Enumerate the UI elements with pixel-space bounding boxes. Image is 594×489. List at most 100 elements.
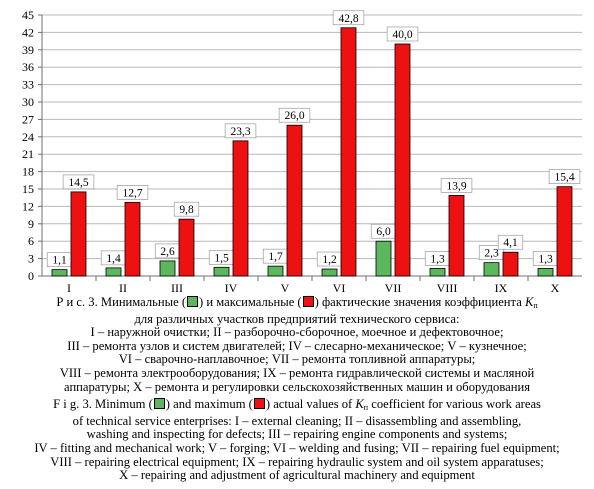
y-tick-label: 18 <box>22 165 34 179</box>
category-label: IV <box>225 281 238 295</box>
data-label-box <box>62 174 95 190</box>
caption-ru-line-6: VIII – ремонта электрооборудования; IX –… <box>59 365 535 380</box>
caption-ru-line-2: для различных участков предприятий техни… <box>134 311 460 326</box>
data-label: 4,1 <box>503 237 518 249</box>
data-label-box <box>548 169 581 184</box>
category-label: X <box>551 281 560 295</box>
bar-min <box>321 268 338 277</box>
data-label: 12,7 <box>122 187 142 199</box>
data-label: 2,3 <box>484 248 499 260</box>
data-label: 13,9 <box>446 180 466 192</box>
data-label: 1,3 <box>538 253 553 265</box>
max-legend-swatch <box>302 296 314 307</box>
caption-en-line-4: IV – fitting and mechanical work; V – fo… <box>34 440 560 455</box>
y-tick-label: 21 <box>22 147 34 161</box>
data-label: 2,6 <box>160 246 175 258</box>
data-label: 42,8 <box>338 13 358 25</box>
bar-min <box>483 262 500 277</box>
category-label: V <box>281 281 290 295</box>
data-label-box <box>386 26 419 42</box>
data-label-box <box>278 107 311 123</box>
category-label: II <box>119 281 127 295</box>
caption-en-mid: ) and maximum ( <box>165 397 253 412</box>
coefficient-symbol: K <box>524 295 534 309</box>
y-tick-label: 42 <box>22 25 34 39</box>
bar-min <box>537 268 554 277</box>
bar-max <box>124 201 141 277</box>
data-label: 9,8 <box>179 204 194 216</box>
category-label: I <box>67 281 71 295</box>
bar-min <box>105 267 122 277</box>
bar-min <box>267 265 284 277</box>
bar-min <box>159 260 176 277</box>
y-tick-label: 6 <box>28 234 34 248</box>
y-tick-label: 30 <box>22 95 34 109</box>
caption-en-end: coefficient for various work areas <box>368 397 541 412</box>
bar-max <box>502 251 519 277</box>
caption-ru-prefix: Р и с. 3. Минимальные ( <box>56 295 187 309</box>
bar-min <box>429 268 446 277</box>
y-tick-label: 36 <box>22 60 34 74</box>
caption-en-line-6: X – repairing and adjustment of agricult… <box>119 468 475 483</box>
data-label: 40,0 <box>392 29 412 41</box>
y-tick-label: 45 <box>22 8 34 22</box>
category-label: VI <box>333 281 346 295</box>
category-label: III <box>171 281 183 295</box>
coefficient-symbol-en: K <box>355 397 364 412</box>
caption-ru-suffix: ) фактические значения коэффициента <box>314 295 525 309</box>
data-label: 1,2 <box>322 254 337 266</box>
figure-caption: Р и с. 3. Минимальные ( ) и максимальные … <box>0 295 594 483</box>
data-label-box <box>116 185 149 200</box>
bar-min <box>375 240 392 277</box>
bar-max <box>448 194 465 277</box>
caption-en-line-1: F i g. 3. Minimum () and maximum () actu… <box>0 397 594 415</box>
bar-max <box>394 43 411 277</box>
y-tick-label: 0 <box>28 269 34 283</box>
bar-max <box>70 191 87 277</box>
caption-ru-line-1: Р и с. 3. Минимальные ( ) и максимальные … <box>0 295 594 313</box>
y-tick-label: 33 <box>22 78 34 92</box>
caption-ru-line-3: I – наружной очистки; II – разборочно-сб… <box>90 325 504 340</box>
data-label: 1,7 <box>268 251 283 263</box>
data-label: 6,0 <box>376 226 391 238</box>
coefficient-subscript: п <box>533 301 538 310</box>
bar-min <box>213 266 230 277</box>
data-label: 1,1 <box>52 255 67 267</box>
caption-en-prefix: F i g. 3. Minimum ( <box>53 397 153 412</box>
caption-en-line-3: washing and inspecting for defects; III … <box>86 427 508 442</box>
y-tick-label: 24 <box>22 130 34 144</box>
y-tick-label: 39 <box>22 43 34 57</box>
data-label: 1,5 <box>214 252 229 264</box>
caption-ru-mid: ) и максимальные ( <box>199 295 302 309</box>
caption-ru-line-5: VI – сварочно-наплавочное; VII – ремонта… <box>118 352 476 367</box>
y-tick-label: 3 <box>28 252 34 266</box>
data-label: 26,0 <box>284 110 304 122</box>
bar-max <box>178 218 195 277</box>
max-legend-swatch-en <box>253 398 265 410</box>
data-label-box <box>440 178 473 193</box>
data-label: 1,4 <box>106 253 121 265</box>
data-label: 23,3 <box>230 126 250 138</box>
data-label: 1,3 <box>430 253 445 265</box>
category-label: VIII <box>437 281 458 295</box>
caption-ru-line-7: аппаратуры; X – ремонта и регулировки се… <box>64 379 530 394</box>
caption-en-line-2: of technical service enterprises: I – ex… <box>72 413 522 428</box>
bar-max <box>286 124 303 277</box>
min-legend-swatch-en <box>153 398 165 410</box>
y-tick-label: 27 <box>22 112 34 126</box>
data-label: 14,5 <box>68 177 88 189</box>
bar-max <box>340 27 357 277</box>
y-tick-label: 9 <box>28 217 34 231</box>
data-label-box <box>224 123 257 139</box>
min-legend-swatch <box>187 296 199 307</box>
bar-chart: 0369121518212427303336394245I1,114,5II1,… <box>22 8 582 295</box>
data-label-box <box>497 234 524 250</box>
coefficient-subscript-en: п <box>363 403 369 413</box>
data-label-box <box>173 201 200 217</box>
category-label: VII <box>385 281 402 295</box>
bar-max <box>556 186 573 277</box>
category-label: IX <box>495 281 508 295</box>
caption-en-line-5: VIII – repairing electrical equipment; I… <box>50 454 544 469</box>
data-label: 15,4 <box>554 172 574 184</box>
bar-max <box>232 140 249 277</box>
